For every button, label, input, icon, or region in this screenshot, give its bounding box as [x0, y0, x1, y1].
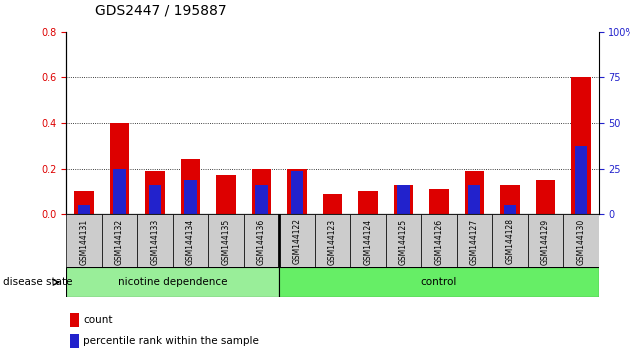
Text: GSM144122: GSM144122	[292, 218, 301, 264]
Bar	[358, 192, 377, 214]
Bar	[181, 159, 200, 214]
FancyBboxPatch shape	[101, 214, 137, 267]
Bar	[216, 176, 236, 214]
Text: nicotine dependence: nicotine dependence	[118, 277, 227, 287]
Bar	[110, 123, 129, 214]
Text: GDS2447 / 195887: GDS2447 / 195887	[95, 4, 226, 18]
Text: GSM144136: GSM144136	[257, 218, 266, 265]
FancyBboxPatch shape	[279, 214, 314, 267]
Text: GSM144129: GSM144129	[541, 218, 550, 264]
Bar	[397, 184, 410, 214]
Text: GSM144132: GSM144132	[115, 218, 124, 264]
Bar	[287, 169, 307, 214]
FancyBboxPatch shape	[244, 214, 279, 267]
Text: GSM144130: GSM144130	[576, 218, 585, 265]
FancyBboxPatch shape	[314, 214, 350, 267]
FancyBboxPatch shape	[66, 214, 101, 267]
FancyBboxPatch shape	[386, 214, 421, 267]
Bar	[575, 146, 587, 214]
Text: GSM144128: GSM144128	[505, 218, 514, 264]
Bar	[468, 184, 481, 214]
Bar	[323, 194, 342, 214]
Text: GSM144131: GSM144131	[79, 218, 88, 264]
Text: percentile rank within the sample: percentile rank within the sample	[83, 336, 259, 346]
FancyBboxPatch shape	[350, 214, 386, 267]
FancyBboxPatch shape	[421, 214, 457, 267]
FancyBboxPatch shape	[457, 214, 492, 267]
Bar	[184, 180, 197, 214]
Bar	[571, 78, 590, 214]
Bar	[500, 184, 520, 214]
Text: GSM144124: GSM144124	[364, 218, 372, 264]
Bar	[536, 180, 555, 214]
Text: GSM144135: GSM144135	[221, 218, 231, 265]
Bar	[113, 169, 125, 214]
Text: GSM144125: GSM144125	[399, 218, 408, 264]
Bar	[429, 189, 449, 214]
Text: count: count	[83, 315, 112, 325]
FancyBboxPatch shape	[66, 267, 279, 297]
Text: GSM144133: GSM144133	[151, 218, 159, 265]
Bar	[149, 184, 161, 214]
Bar	[255, 184, 268, 214]
Text: GSM144123: GSM144123	[328, 218, 337, 264]
Text: control: control	[421, 277, 457, 287]
Bar	[290, 171, 303, 214]
Bar	[394, 184, 413, 214]
FancyBboxPatch shape	[492, 214, 527, 267]
Text: disease state: disease state	[3, 277, 72, 287]
FancyBboxPatch shape	[137, 214, 173, 267]
Bar	[74, 192, 94, 214]
Bar	[77, 205, 90, 214]
Bar	[464, 171, 484, 214]
Bar	[145, 171, 164, 214]
Text: GSM144127: GSM144127	[470, 218, 479, 264]
Text: GSM144134: GSM144134	[186, 218, 195, 265]
FancyBboxPatch shape	[563, 214, 598, 267]
Bar	[70, 313, 79, 327]
FancyBboxPatch shape	[527, 214, 563, 267]
Text: GSM144126: GSM144126	[434, 218, 444, 264]
Bar	[251, 169, 271, 214]
Bar	[503, 205, 516, 214]
FancyBboxPatch shape	[173, 214, 208, 267]
FancyBboxPatch shape	[279, 267, 598, 297]
Bar	[70, 334, 79, 348]
FancyBboxPatch shape	[208, 214, 244, 267]
